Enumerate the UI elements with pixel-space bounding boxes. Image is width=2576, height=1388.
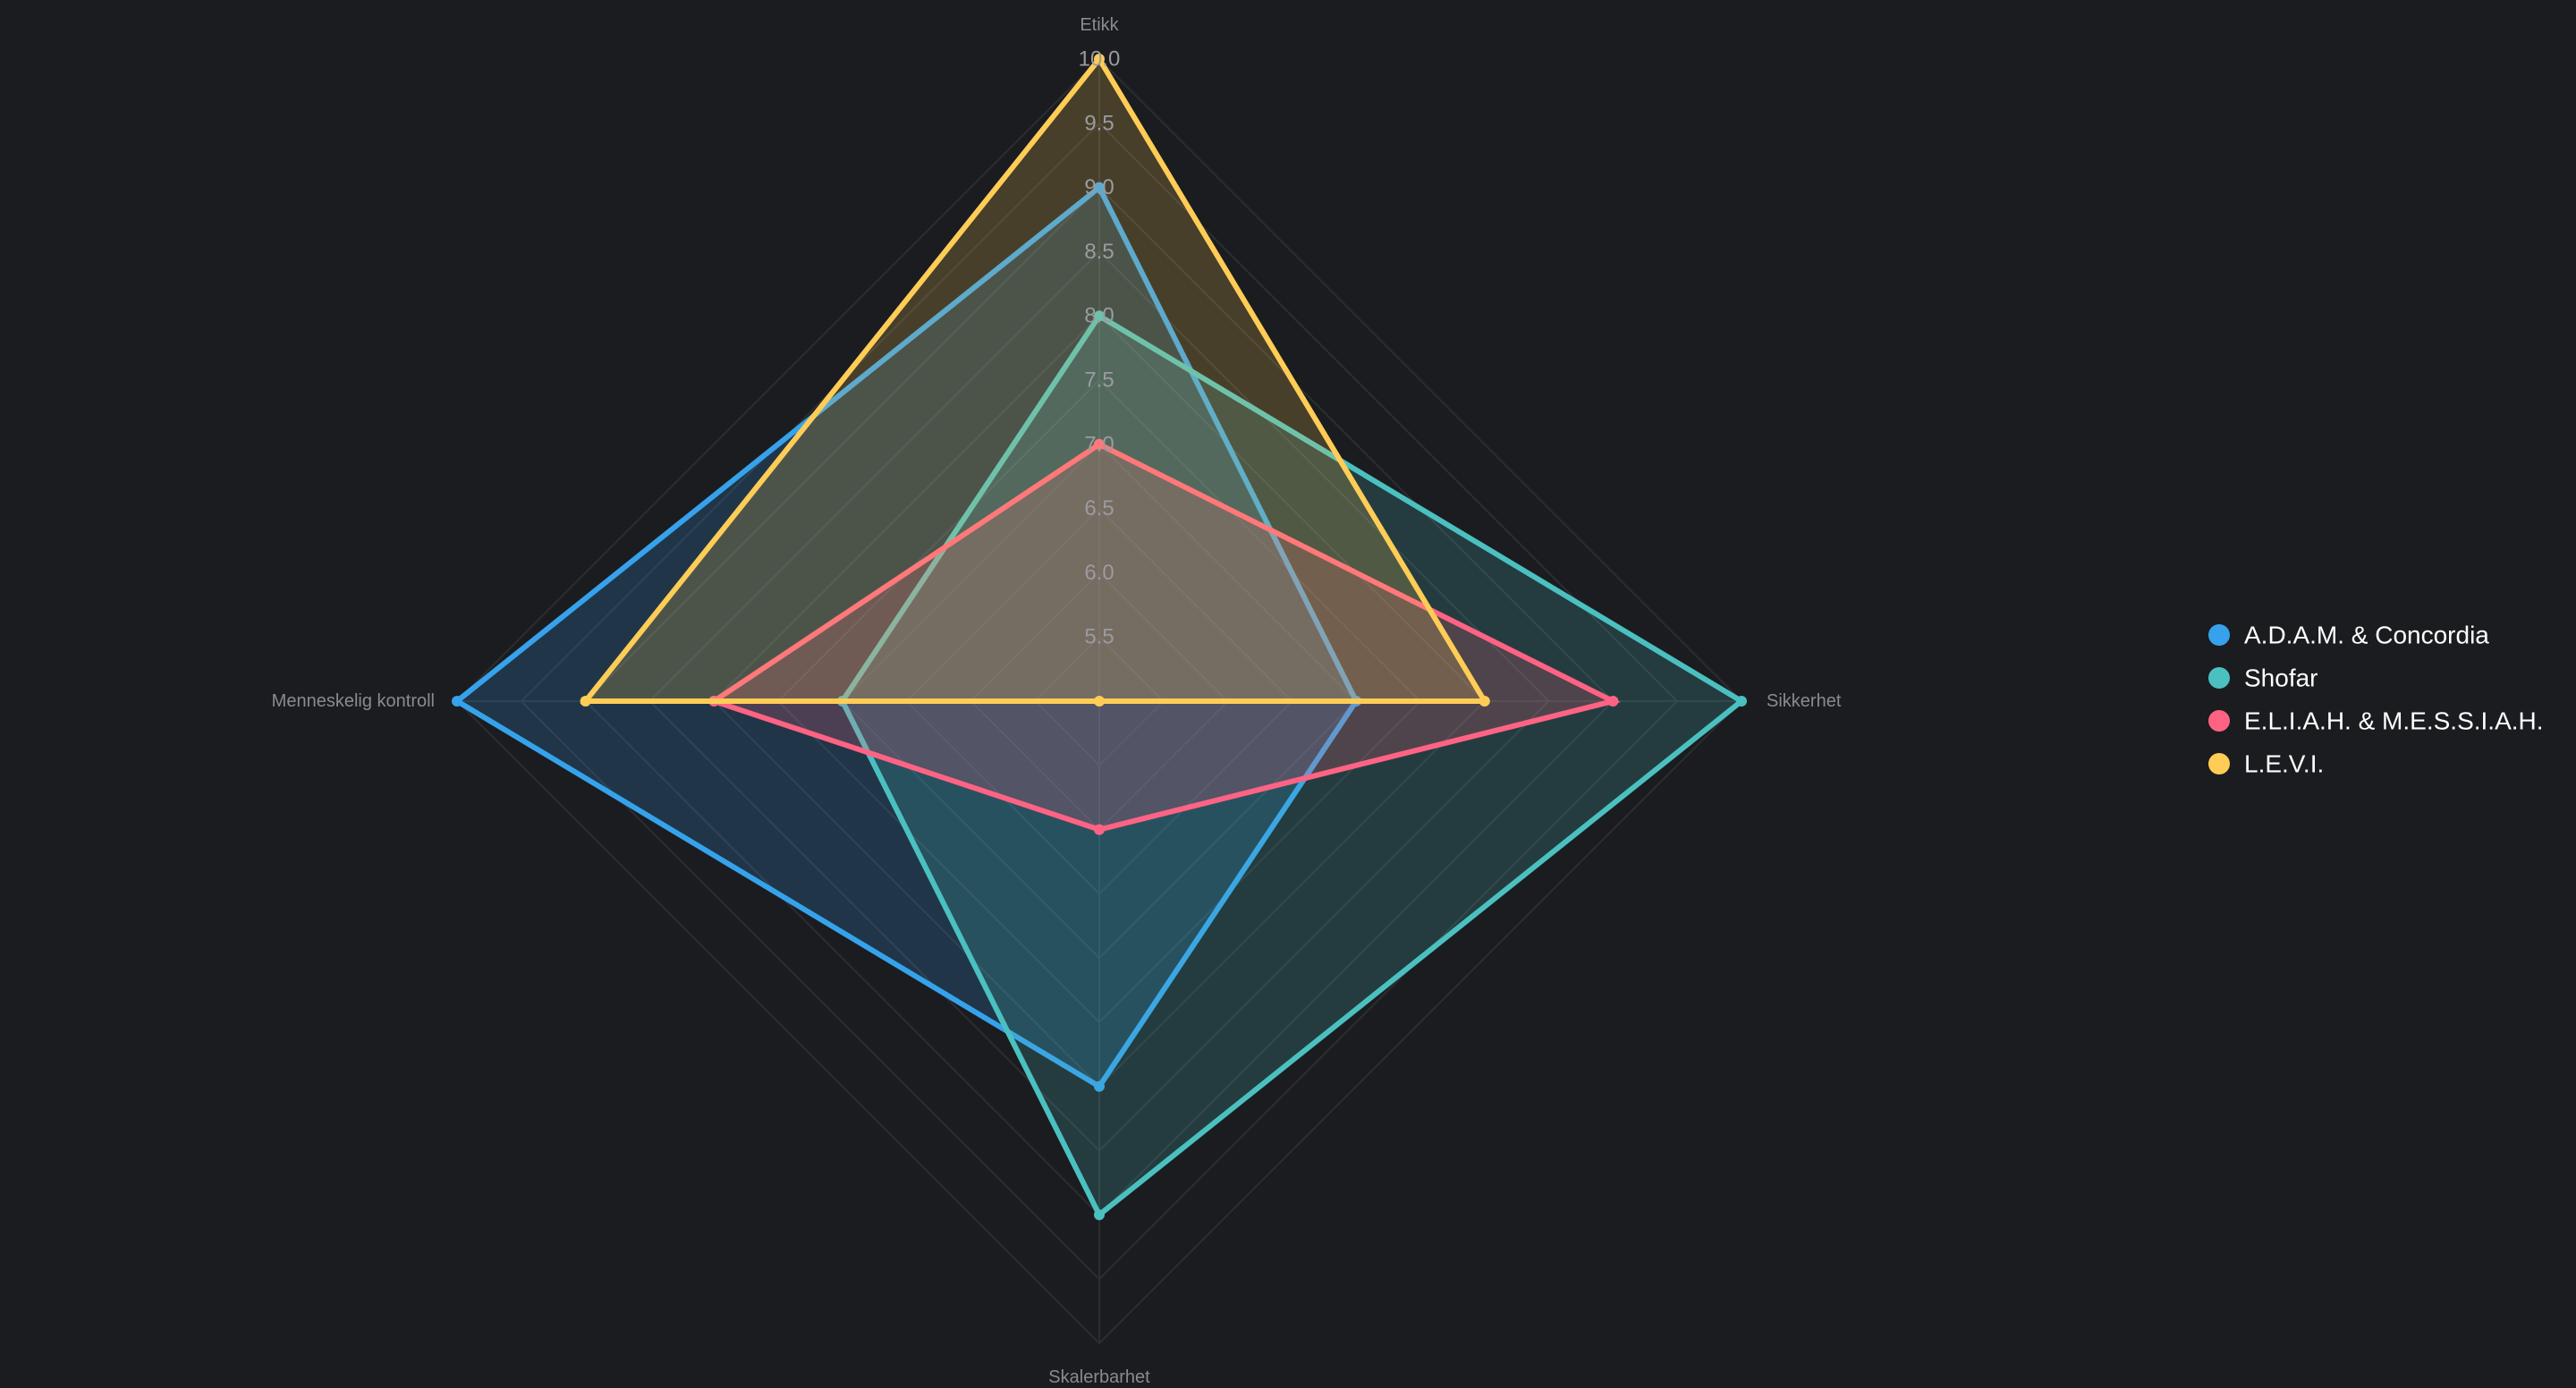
data-point[interactable] [1094,824,1105,835]
tick-label: 6.5 [1084,496,1114,520]
tick-label: 10.0 [1079,47,1121,72]
data-point[interactable] [580,696,591,707]
radar-ticks: 5.5 6.0 6.5 7.0 7.5 8.0 8.5 9.0 9.5 10.0 [1079,47,1121,649]
legend-label: A.D.A.M. & Concordia [2244,622,2489,649]
data-point[interactable] [452,696,462,707]
legend-item[interactable]: A.D.A.M. & Concordia [2208,622,2489,649]
radar-axis-labels: Etikk Sikkerhet Skalerbarhet Menneskelig ko… [272,15,1842,1387]
tick-label: 5.5 [1084,625,1114,649]
legend-swatch [2208,667,2230,689]
axis-label: Skalerbarhet [1048,1367,1150,1387]
legend-item[interactable]: E.L.I.A.H. & M.E.S.S.I.A.H. [2208,707,2544,735]
legend-swatch [2208,624,2230,646]
axis-label: Menneskelig kontroll [272,691,435,711]
data-point[interactable] [1094,310,1105,322]
legend-swatch [2208,753,2230,774]
axis-label: Sikkerhet [1767,691,1842,711]
radar-series [452,54,1747,1221]
legend-label: L.E.V.I. [2244,750,2324,778]
data-point[interactable] [1094,54,1105,64]
tick-label: 8.0 [1084,304,1114,328]
data-point[interactable] [1607,696,1619,707]
legend: A.D.A.M. & Concordia Shofar E.L.I.A.H. & M… [2208,622,2544,778]
series-3 [580,54,1490,707]
tick-label: 9.5 [1084,111,1114,135]
data-point[interactable] [1094,1209,1105,1221]
data-point[interactable] [1479,696,1490,707]
tick-label: 9.0 [1084,175,1114,199]
legend-label: Shofar [2244,664,2318,692]
data-point[interactable] [1094,182,1105,193]
data-point[interactable] [1094,696,1105,707]
legend-item[interactable]: L.E.V.I. [2208,750,2324,778]
tick-label: 7.0 [1084,432,1114,456]
data-point[interactable] [1094,1080,1105,1092]
legend-item[interactable]: Shofar [2208,664,2318,692]
axis-label: Etikk [1080,15,1119,35]
legend-label: E.L.I.A.H. & M.E.S.S.I.A.H. [2244,707,2544,735]
tick-label: 8.5 [1084,240,1114,264]
data-point[interactable] [1094,438,1105,450]
tick-label: 6.0 [1084,561,1114,585]
data-point[interactable] [1736,696,1747,707]
legend-swatch [2208,710,2230,732]
series-area [580,54,1490,704]
tick-label: 7.5 [1084,368,1114,393]
